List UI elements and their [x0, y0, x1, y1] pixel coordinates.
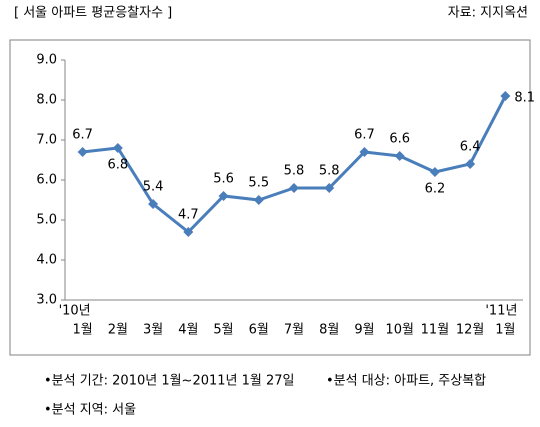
- marker: [429, 167, 440, 177]
- marker: [465, 159, 476, 169]
- x-tick-label: 3월: [143, 323, 163, 338]
- annotation: '10년: [59, 304, 91, 319]
- chart-title: [ 서울 아파트 평균응찰자수 ]: [14, 6, 172, 21]
- x-tick-label: 10월: [385, 323, 414, 338]
- x-tick-label: 11월: [421, 323, 450, 338]
- x-tick-label: 2월: [108, 323, 128, 338]
- y-tick-label: 4.0: [36, 253, 57, 268]
- y-tick-label: 5.0: [36, 213, 57, 228]
- y-tick-label: 7.0: [36, 133, 57, 148]
- marker: [77, 147, 88, 157]
- data-label: 6.7: [72, 128, 93, 143]
- marker: [183, 227, 194, 237]
- y-tick-label: 9.0: [36, 53, 57, 68]
- marker: [218, 191, 229, 201]
- x-tick-label: 12월: [456, 323, 485, 338]
- source: 자료: 지지옥션: [448, 6, 528, 21]
- y-tick-label: 3.0: [36, 293, 57, 308]
- marker: [289, 183, 299, 193]
- note: •분석 지역: 서울: [44, 403, 136, 418]
- data-label: 6.4: [460, 140, 481, 155]
- data-label: 4.7: [178, 208, 199, 223]
- chart-frame: [9, 39, 531, 356]
- y-tick-label: 6.0: [36, 173, 57, 188]
- note: •분석 대상: 아파트, 주상복합: [326, 374, 486, 389]
- x-tick-label: 8월: [319, 323, 339, 338]
- x-tick-label: 7월: [284, 323, 304, 338]
- x-tick-label: 9월: [354, 323, 374, 338]
- data-label: 8.1: [514, 91, 535, 106]
- marker: [359, 147, 370, 157]
- annotation: '11년: [485, 304, 517, 319]
- data-label: 6.7: [354, 128, 375, 143]
- data-label: 5.8: [319, 164, 340, 179]
- data-label: 5.5: [248, 176, 269, 191]
- x-tick-label: 5월: [213, 323, 233, 338]
- marker: [500, 91, 511, 101]
- data-label: 6.8: [108, 158, 129, 173]
- marker: [112, 143, 123, 153]
- data-label: 6.2: [425, 182, 446, 197]
- marker: [148, 199, 159, 209]
- x-tick-label: 4월: [178, 323, 198, 338]
- marker: [253, 195, 264, 205]
- marker: [324, 183, 335, 193]
- y-tick-label: 8.0: [36, 93, 57, 108]
- x-tick-label: 1월: [495, 323, 515, 338]
- data-label: 6.6: [389, 132, 410, 147]
- marker: [394, 151, 405, 161]
- data-label: 5.6: [213, 172, 234, 187]
- x-tick-label: 6월: [249, 323, 269, 338]
- data-label: 5.8: [284, 164, 305, 179]
- x-tick-label: 1월: [72, 323, 92, 338]
- note: •분석 기간: 2010년 1월~2011년 1월 27일: [44, 374, 295, 389]
- data-label: 5.4: [143, 180, 164, 195]
